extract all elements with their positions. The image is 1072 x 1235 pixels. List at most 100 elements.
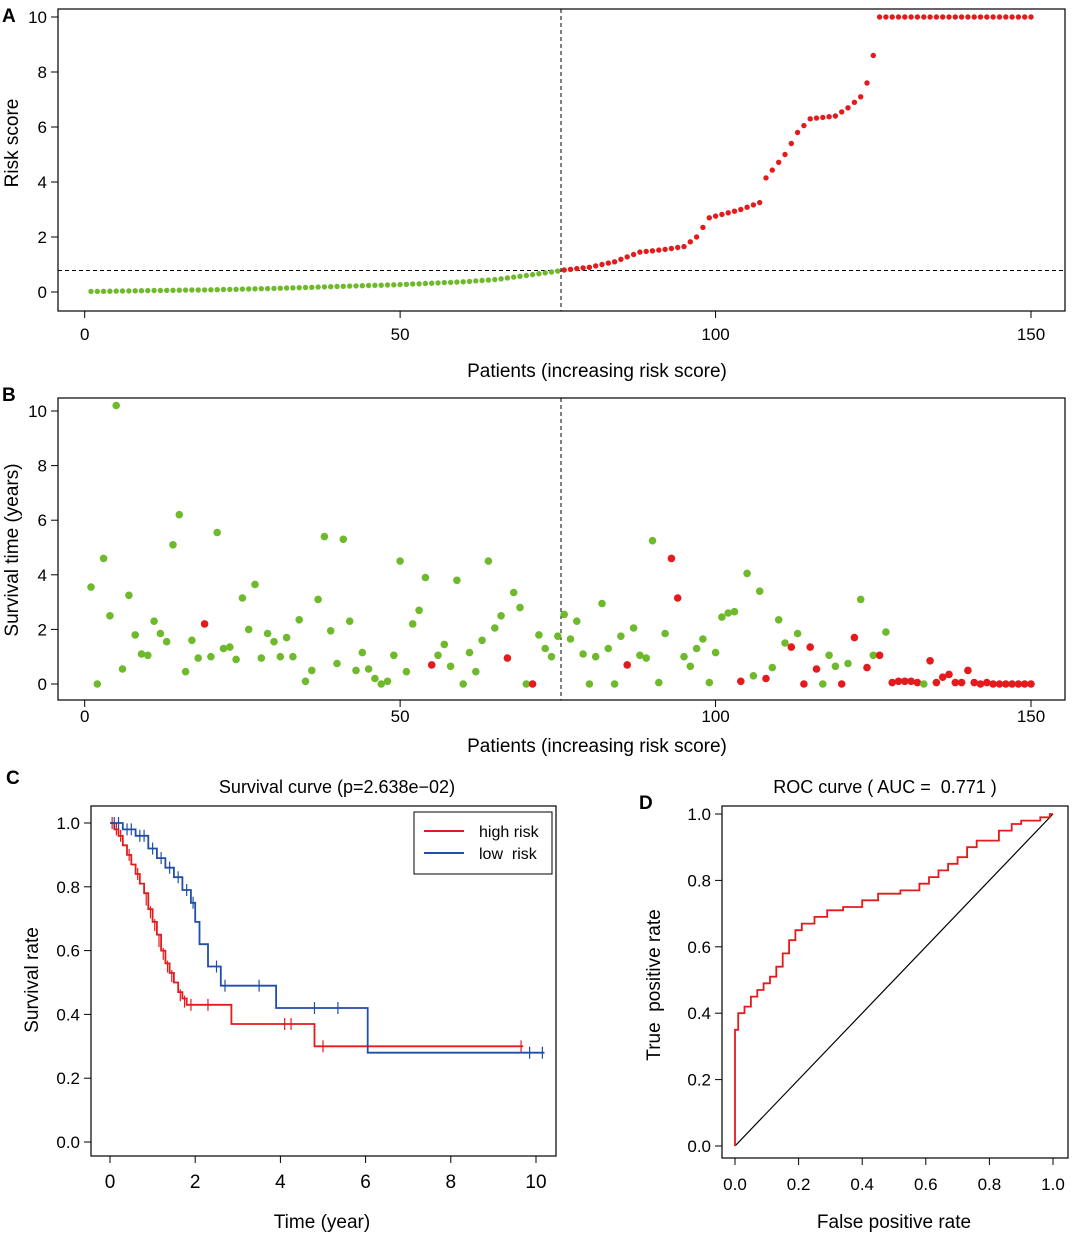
alive-patient-point	[402, 667, 411, 676]
panel-a-xtick-label: 150	[1017, 325, 1045, 344]
risk-point	[1009, 14, 1015, 20]
alive-patient-point	[781, 639, 789, 647]
panel-d-ytick-label: 0.2	[687, 1071, 711, 1090]
legend-box	[413, 811, 553, 875]
dead-patient-point	[995, 680, 1004, 688]
alive-patient-point	[768, 663, 777, 672]
dead-patient-point	[1014, 680, 1023, 688]
risk-point	[511, 274, 517, 280]
risk-point	[479, 277, 485, 284]
alive-patient-point	[509, 588, 518, 597]
alive-patient-point	[251, 580, 259, 589]
panel-c-ytick-label: 0.8	[56, 878, 80, 897]
alive-patient-point	[144, 651, 152, 660]
risk-point	[397, 281, 403, 288]
risk-point	[662, 246, 668, 253]
dead-patient-point	[427, 661, 436, 669]
panel-d-ytick-label: 0.8	[687, 871, 711, 890]
alive-patient-point	[730, 607, 739, 616]
alive-patient-point	[219, 644, 228, 653]
alive-patient-point	[629, 624, 638, 632]
dead-patient-point	[812, 665, 821, 673]
alive-patient-point	[882, 628, 890, 636]
risk-point	[410, 281, 416, 287]
panel-letter-d: D	[639, 793, 653, 814]
risk-point	[940, 14, 946, 20]
risk-point	[391, 282, 397, 288]
alive-patient-point	[522, 680, 531, 688]
panel-d-ylabel: True positive rate	[644, 909, 665, 1060]
dead-patient-point	[667, 554, 676, 563]
alive-patient-point	[724, 609, 732, 617]
risk-point	[637, 249, 643, 255]
risk-point	[296, 285, 302, 291]
risk-point	[586, 264, 593, 270]
panel-c-ytick-label: 1.0	[56, 814, 80, 833]
risk-point	[870, 52, 876, 59]
panel-b-ytick-label: 2	[38, 620, 47, 639]
panel-a-ytick-label: 8	[38, 63, 47, 82]
risk-point	[706, 215, 712, 221]
risk-point	[447, 279, 454, 286]
alive-patient-point	[755, 587, 764, 595]
risk-point	[561, 267, 567, 273]
panel-d-xtick-label: 1.0	[1041, 1175, 1065, 1194]
panel-a-ytick-label: 0	[38, 283, 47, 302]
alive-patient-point	[491, 624, 499, 632]
risk-point	[712, 213, 719, 219]
alive-patient-point	[421, 573, 430, 582]
risk-point	[315, 284, 321, 290]
panel-b-points	[87, 401, 1035, 688]
risk-point	[851, 99, 858, 106]
risk-point	[208, 287, 214, 293]
dead-patient-point	[907, 677, 915, 686]
panel-d-ytick-label: 0.0	[687, 1137, 711, 1156]
risk-point	[252, 286, 258, 292]
risk-point	[618, 256, 624, 262]
alive-patient-point	[478, 636, 486, 645]
risk-point	[347, 283, 353, 289]
risk-point	[233, 286, 239, 292]
risk-point	[788, 140, 794, 147]
risk-point	[353, 283, 359, 289]
risk-point	[883, 14, 889, 20]
alive-patient-point	[371, 674, 379, 683]
alive-patient-point	[156, 629, 165, 638]
alive-patient-point	[699, 635, 707, 643]
panel-d-curves	[734, 813, 1054, 1147]
risk-point	[529, 271, 536, 278]
alive-patient-point	[377, 680, 386, 688]
risk-point	[845, 105, 851, 111]
risk-point	[832, 113, 839, 119]
risk-point	[555, 268, 561, 274]
panel-a-xlabel: Patients (increasing risk score)	[467, 361, 727, 382]
panel-b-ytick-label: 10	[28, 402, 47, 421]
dead-patient-point	[800, 680, 808, 688]
dead-patient-point	[837, 680, 846, 688]
risk-point	[977, 14, 984, 20]
alive-patient-point	[188, 636, 196, 645]
dead-patient-point	[503, 654, 512, 662]
risk-point	[782, 151, 788, 158]
risk-point	[132, 288, 138, 294]
risk-point	[990, 14, 996, 20]
alive-patient-point	[573, 617, 581, 625]
alive-patient-point	[705, 678, 714, 687]
panel-a-ylabel: Risk score	[2, 99, 23, 188]
risk-point	[138, 288, 145, 294]
alive-patient-point	[232, 655, 240, 664]
alive-patient-point	[440, 640, 449, 649]
panel-a-ytick-label: 4	[38, 173, 47, 192]
dead-patient-point	[762, 674, 770, 683]
risk-point	[1028, 14, 1034, 20]
risk-point	[151, 287, 157, 294]
risk-point	[693, 234, 700, 240]
panel-d-xtick-label: 0.2	[787, 1175, 811, 1194]
panel-b-xtick-label: 100	[701, 707, 729, 726]
alive-patient-point	[661, 629, 669, 638]
panel-d-frame	[721, 805, 1069, 1159]
panel-d-ytick-label: 0.4	[687, 1004, 711, 1023]
risk-point	[1003, 14, 1009, 20]
risk-point	[290, 285, 296, 291]
risk-point	[839, 109, 845, 115]
